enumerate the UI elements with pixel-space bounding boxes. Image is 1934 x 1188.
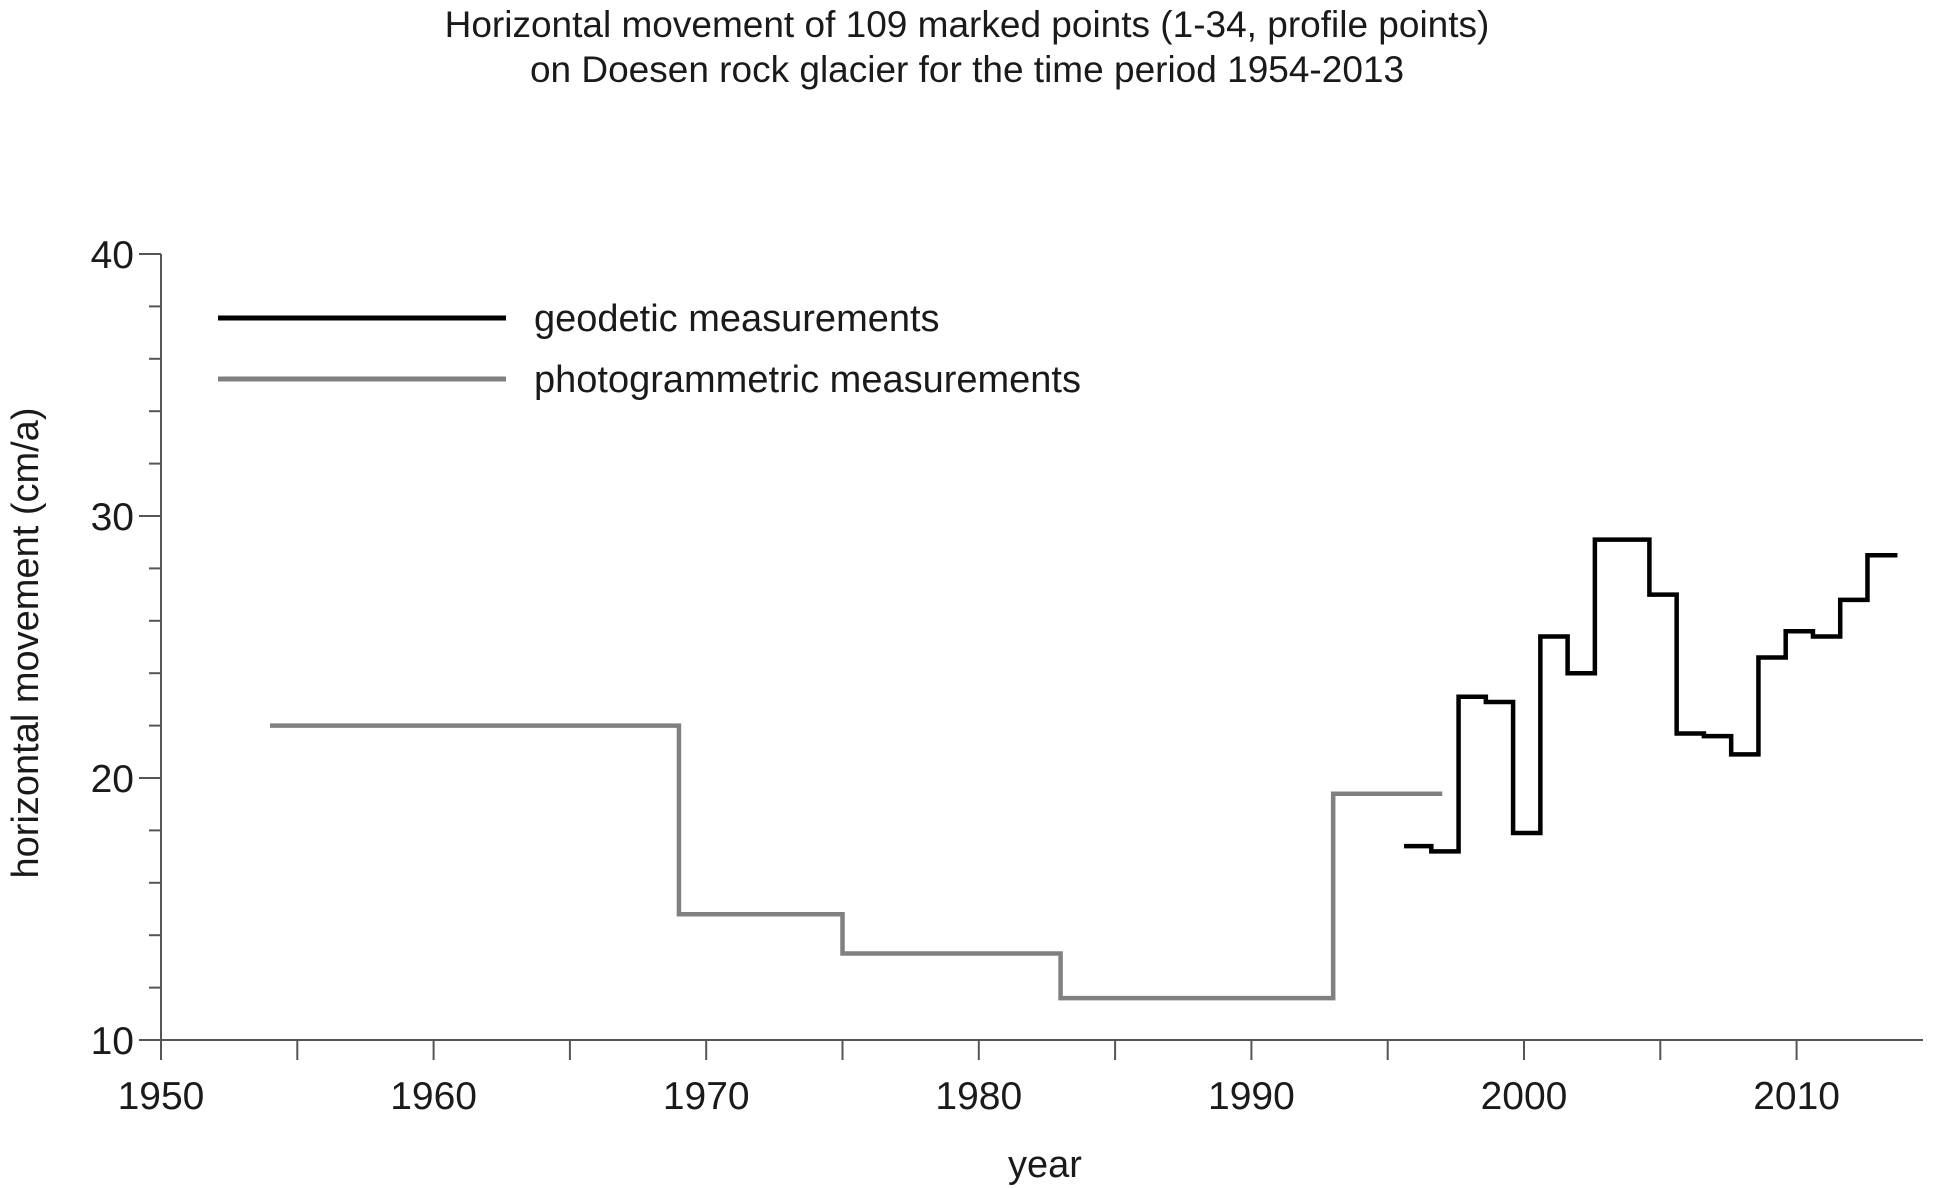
y-tick-label: 40 <box>91 234 134 277</box>
x-tick-label: 1970 <box>663 1075 750 1118</box>
x-axis-ticks: 1950 1960 1970 1980 1990 2000 2010 <box>118 1040 1840 1118</box>
y-tick-label: 10 <box>91 1020 134 1063</box>
x-tick-label: 1980 <box>935 1075 1022 1118</box>
chart-title-line-1: Horizontal movement of 109 marked points… <box>445 4 1490 45</box>
x-tick-label: 2000 <box>1481 1075 1568 1118</box>
x-tick-label: 1960 <box>390 1075 477 1118</box>
legend: geodetic measurements photogrammetric me… <box>218 298 1081 401</box>
x-tick-label: 1990 <box>1208 1075 1295 1118</box>
series-line-photogrammetric <box>270 723 1443 1001</box>
y-tick-label: 30 <box>91 496 134 539</box>
y-axis-label: horizontal movement (cm/a) <box>5 408 47 879</box>
legend-label-photogrammetric: photogrammetric measurements <box>534 359 1081 401</box>
x-axis-label: year <box>1008 1144 1082 1186</box>
x-tick-label: 2010 <box>1753 1075 1840 1118</box>
series-line-geodetic <box>1404 537 1898 854</box>
x-tick-label: 1950 <box>118 1075 205 1118</box>
legend-label-geodetic: geodetic measurements <box>534 298 940 340</box>
y-axis-ticks: 10 20 30 40 <box>91 234 161 1063</box>
y-tick-label: 20 <box>91 758 134 801</box>
chart-title-line-2: on Doesen rock glacier for the time peri… <box>530 49 1404 90</box>
series-layer <box>270 537 1898 1001</box>
